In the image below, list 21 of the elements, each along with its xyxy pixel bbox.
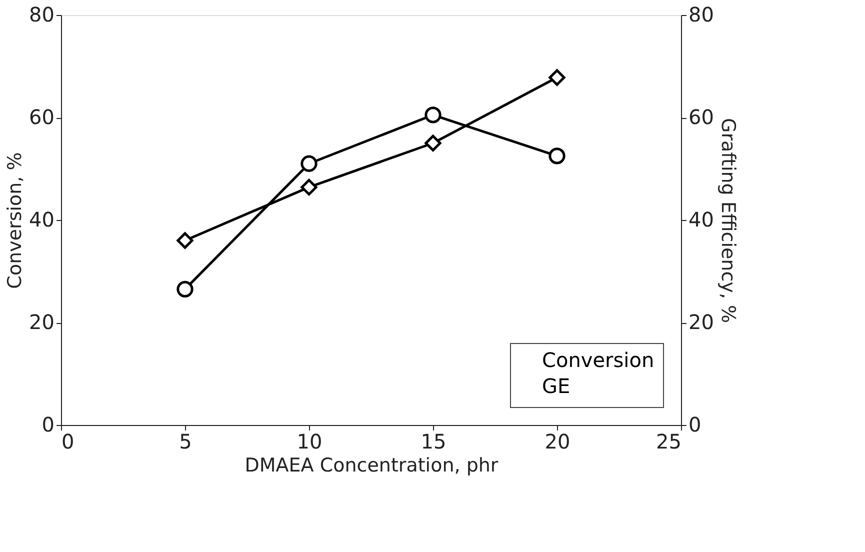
x-tick-label: 0 [62,430,74,454]
y2-tick-label: 40 [688,208,714,232]
x-tick-label: 10 [296,430,322,454]
y-tick-label: 20 [29,310,54,334]
y2-tick-label: 60 [688,105,714,129]
x-tick-label: 25 [656,430,682,454]
y-tick-label: 0 [42,412,54,436]
text: GE [542,374,570,398]
y2-tick-label: 20 [688,310,714,334]
y-tick-label: 40 [29,208,54,232]
x-tick-label: 5 [179,430,192,454]
y-tick-label: 60 [29,105,54,129]
y2-tick-label: 0 [688,412,702,436]
y-tick-label: 80 [29,2,54,26]
x-tick-label: 15 [420,430,446,454]
y2-axis-title: Grafting Efficiency, % [716,118,739,324]
x-axis-title: DMAEA Concentration, phr [244,454,498,476]
text: Conversion [542,348,654,372]
y2-tick-label: 80 [688,2,714,26]
x-tick-label: 20 [544,430,570,454]
y-axis-title: Conversion, % [4,152,26,289]
